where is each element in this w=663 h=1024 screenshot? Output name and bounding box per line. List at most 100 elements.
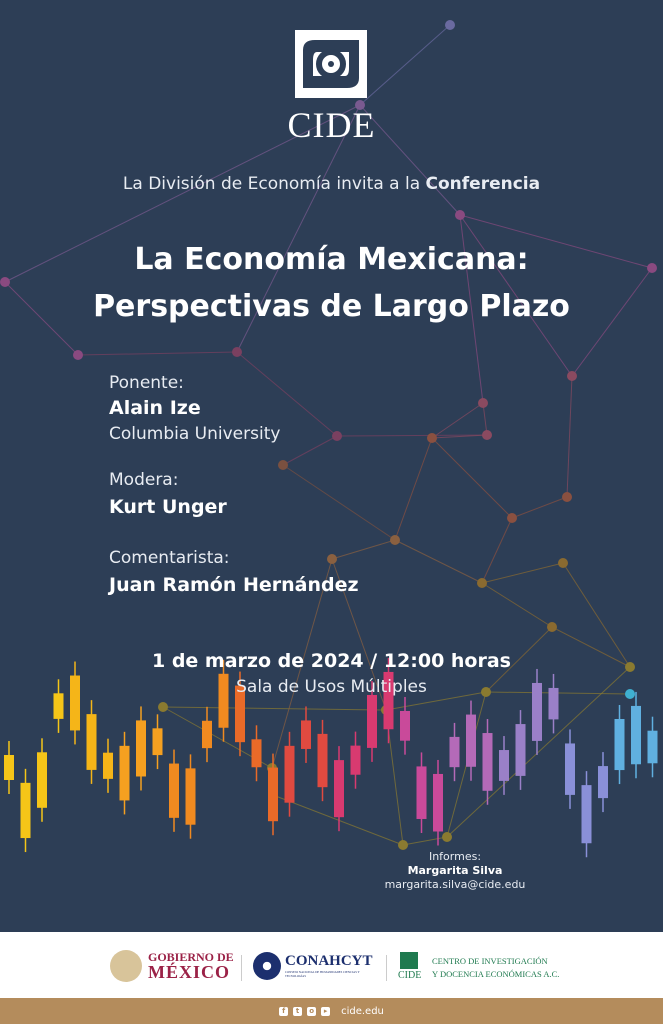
candle-body xyxy=(598,766,608,799)
network-edge xyxy=(359,24,451,106)
network-edge xyxy=(571,267,653,377)
conahcyt-emblem-icon xyxy=(253,952,281,980)
title-line-2: Perspectivas de Largo Plazo xyxy=(93,289,570,324)
candle-body xyxy=(565,743,575,795)
network-background xyxy=(0,20,658,858)
speaker-affiliation: Columbia University xyxy=(109,424,281,444)
candle-body xyxy=(235,685,245,743)
candle-body xyxy=(614,719,625,771)
network-edge xyxy=(482,402,488,436)
network-edge xyxy=(459,214,573,377)
commentator-name: Juan Ramón Hernández xyxy=(109,574,359,596)
candle-body xyxy=(499,750,509,781)
cide-logo-icon xyxy=(295,30,367,98)
candle-body xyxy=(482,733,493,791)
event-venue: Sala de Usos Múltiples xyxy=(236,677,427,697)
network-node xyxy=(73,350,83,360)
candle-body xyxy=(449,736,460,768)
network-edge xyxy=(551,626,631,668)
network-node xyxy=(482,430,492,440)
network-edge xyxy=(511,496,568,519)
facebook-icon[interactable]: f xyxy=(279,1006,289,1016)
network-edge xyxy=(236,104,361,353)
instagram-icon[interactable]: o xyxy=(307,1006,317,1016)
network-node xyxy=(478,398,488,408)
candle-body xyxy=(119,745,130,801)
conahcyt-name: CONAHCYT xyxy=(285,953,373,969)
network-edge xyxy=(331,539,396,560)
candle-body xyxy=(631,705,641,765)
cide-full-name: CENTRO DE INVESTIGACIÓN Y DOCENCIA ECONÓ… xyxy=(432,955,559,981)
poster: CIDE La División de Economía invita a la… xyxy=(0,20,663,892)
network-node xyxy=(442,832,452,842)
network-edge xyxy=(459,214,484,404)
network-edge xyxy=(481,517,513,584)
candle-body xyxy=(136,720,146,777)
candle-body xyxy=(515,724,526,776)
candle-body xyxy=(334,760,344,818)
network-node xyxy=(232,347,242,357)
network-node xyxy=(327,554,337,564)
contact-info: Informes: Margarita Silva margarita.silv… xyxy=(380,850,530,892)
network-node xyxy=(558,558,568,568)
contact-name: Margarita Silva xyxy=(407,864,503,877)
candle-body xyxy=(37,752,47,808)
network-node xyxy=(562,492,572,502)
commentator-label: Comentarista: xyxy=(109,548,230,568)
candle-body xyxy=(20,782,31,839)
network-node xyxy=(477,578,487,588)
candle-body xyxy=(350,745,361,775)
candle-body xyxy=(86,714,97,770)
network-edge xyxy=(282,435,338,466)
network-node xyxy=(445,20,455,30)
gobierno-mexico-logo: GOBIERNO DE MÉXICO xyxy=(148,950,234,981)
network-edge xyxy=(431,434,488,439)
moderator-label: Modera: xyxy=(109,470,179,490)
cide-name-line-1: CENTRO DE INVESTIGACIÓN xyxy=(432,956,548,966)
network-edge xyxy=(4,104,361,283)
network-edge xyxy=(485,626,553,693)
invite-highlight: Conferencia xyxy=(425,174,541,194)
network-edge xyxy=(402,836,448,846)
candle-body xyxy=(218,673,229,728)
gob-line-1: GOBIERNO DE xyxy=(148,950,234,964)
speaker-label: Ponente: xyxy=(109,373,184,393)
divider xyxy=(386,955,387,981)
network-node xyxy=(547,622,557,632)
network-node xyxy=(455,210,465,220)
candle-body xyxy=(433,773,443,832)
website-link[interactable]: cide.edu xyxy=(341,1005,384,1017)
network-node xyxy=(427,433,437,443)
network-node xyxy=(398,840,408,850)
network-edge xyxy=(562,562,631,668)
network-node xyxy=(332,431,342,441)
network-edge xyxy=(446,666,631,838)
contact-email[interactable]: margarita.silva@cide.edu xyxy=(384,878,526,891)
candle-body xyxy=(548,687,559,720)
conahcyt-sub: CONSEJO NACIONAL DE HUMANIDADES CIENCIAS… xyxy=(285,970,360,978)
network-edge xyxy=(481,562,564,584)
network-edge xyxy=(459,214,653,269)
candle-body xyxy=(152,728,163,756)
event-date: 1 de marzo de 2024 / 12:00 horas xyxy=(152,650,511,672)
candle-body xyxy=(103,752,113,779)
candle-body xyxy=(301,720,311,749)
candle-body xyxy=(169,763,179,818)
network-edge xyxy=(431,437,513,519)
network-node xyxy=(355,100,365,110)
candle-body xyxy=(251,739,262,768)
network-edge xyxy=(481,582,553,628)
candle-body xyxy=(202,720,212,749)
network-edge xyxy=(271,558,333,769)
candle-body xyxy=(70,675,80,731)
candle-body xyxy=(383,671,394,730)
candle-body xyxy=(367,694,377,748)
network-edge xyxy=(431,402,484,439)
network-edge xyxy=(394,539,483,584)
invitation-line: La División de Economía invita a la Conf… xyxy=(0,174,663,194)
youtube-icon[interactable]: ▸ xyxy=(321,1006,331,1016)
twitter-icon[interactable]: t xyxy=(293,1006,303,1016)
candle-body xyxy=(400,710,410,741)
contact-label: Informes: xyxy=(428,850,482,863)
network-node xyxy=(507,513,517,523)
